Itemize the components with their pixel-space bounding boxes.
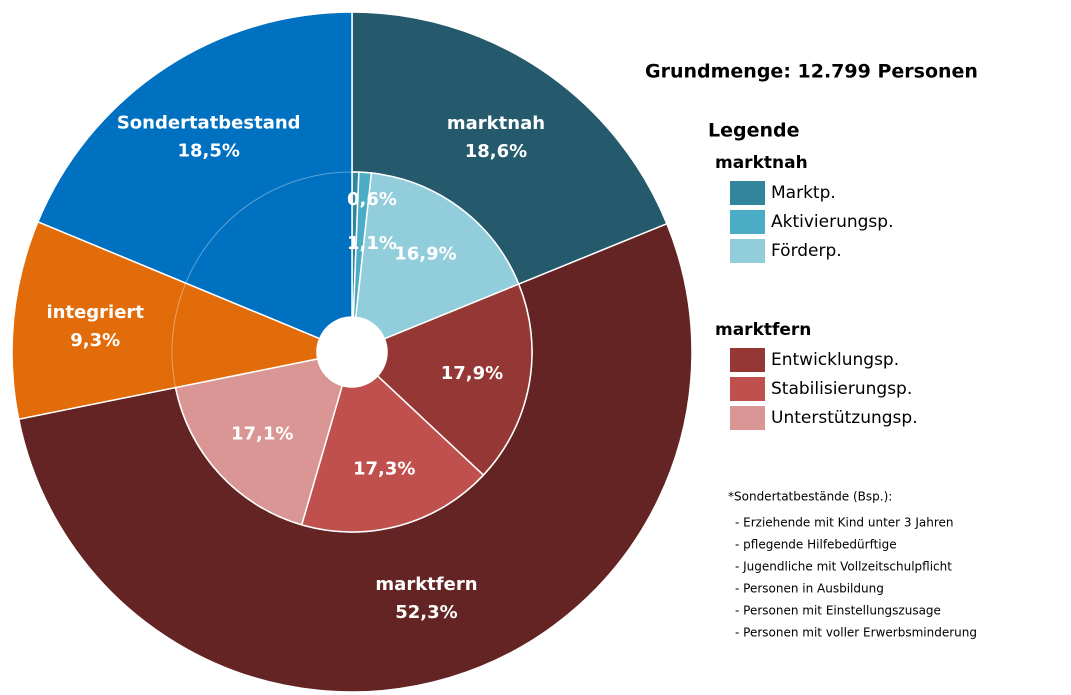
footnote-line: - Personen mit voller Erwerbsminderung <box>735 626 977 640</box>
inner-value-label: 17,9% <box>441 363 503 384</box>
legend-swatch <box>730 181 765 205</box>
footnote-line: - Erziehende mit Kind unter 3 Jahren <box>735 516 954 530</box>
legend-item: Stabilisierungsp. <box>771 379 912 399</box>
legend-group: marktnah <box>715 153 808 173</box>
legend-group: marktfern <box>715 320 811 340</box>
group-value-label: 9,3% <box>70 330 120 351</box>
group-name: integriert <box>47 302 145 323</box>
legend-swatch <box>730 377 765 401</box>
legend-swatch <box>730 348 765 372</box>
inner-value-label: 0,6% <box>347 189 397 210</box>
center-hole <box>317 317 387 387</box>
footnote-line: - Jugendliche mit Vollzeitschulpflicht <box>735 560 952 574</box>
inner-value-label: 16,9% <box>394 244 456 265</box>
legend-swatch <box>730 406 765 430</box>
chart-title: Grundmenge: 12.799 Personen <box>645 61 978 83</box>
legend-swatch <box>730 239 765 263</box>
group-name: marktfern <box>375 574 477 595</box>
group-name: Sondertatbestand <box>117 112 301 133</box>
group-value-label: 18,5% <box>177 140 239 161</box>
footnote-line: - Personen mit Einstellungszusage <box>735 604 941 618</box>
legend-item: Entwicklungsp. <box>771 350 899 370</box>
legend-item: Aktivierungsp. <box>771 212 894 232</box>
group-value-label: 52,3% <box>395 602 457 623</box>
legend-item: Marktp. <box>771 183 836 203</box>
footnote-title: *Sondertatbestände (Bsp.): <box>728 490 892 504</box>
legend-swatch <box>730 210 765 234</box>
footnote-line: - pflegende Hilfebedürftige <box>735 538 897 552</box>
legend-title: Legende <box>708 120 800 142</box>
inner-value-label: 17,3% <box>353 459 415 480</box>
legend-item: Unterstützungsp. <box>771 408 918 428</box>
inner-value-label: 17,1% <box>231 424 293 445</box>
ring-divider <box>185 171 353 284</box>
group-name: marktnah <box>447 113 545 134</box>
ring-divider <box>171 282 187 388</box>
group-value-label: 18,6% <box>465 141 527 162</box>
footnote-line: - Personen in Ausbildung <box>735 582 884 596</box>
legend-item: Förderp. <box>771 241 842 261</box>
inner-value-label: 1,1% <box>347 233 397 254</box>
